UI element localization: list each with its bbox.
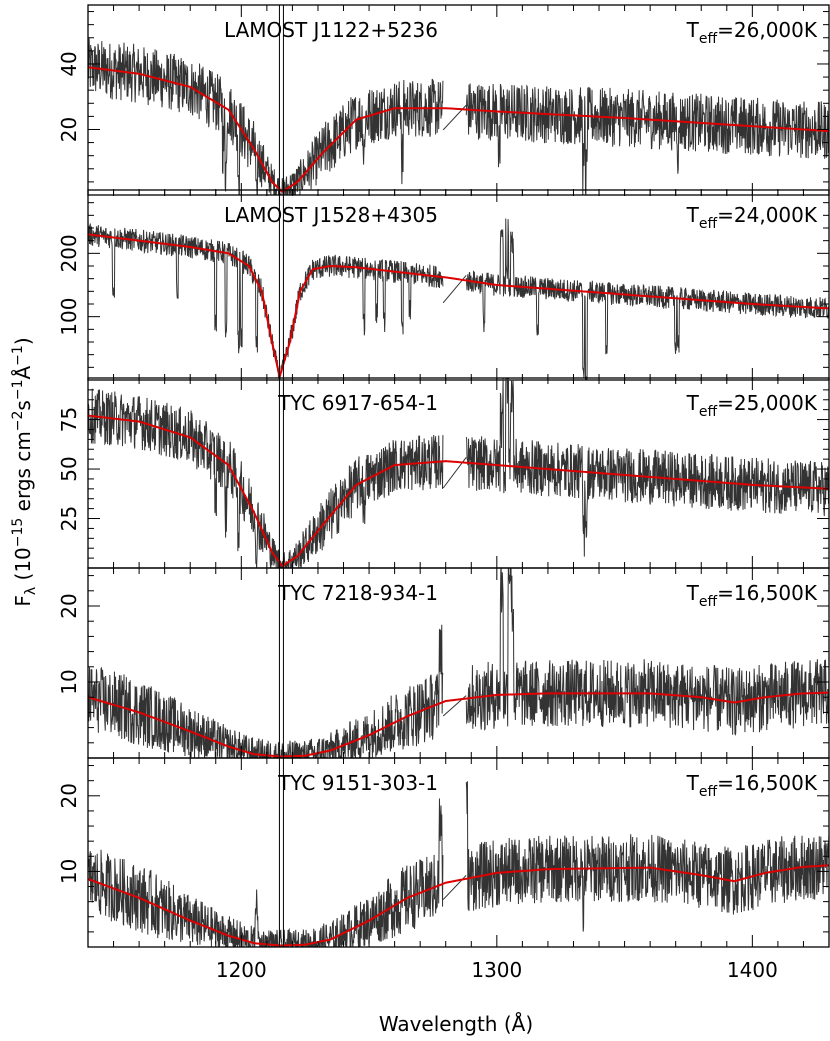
- teff-label: Teff=16,500K: [686, 581, 818, 610]
- y-tick-label: 10: [57, 859, 81, 884]
- observed-spectrum-left: [88, 624, 444, 758]
- panel-2-plot-area: [88, 218, 829, 380]
- observed-spectrum-right: [465, 568, 829, 736]
- y-tick-label: 20: [57, 783, 81, 808]
- y-tick-label: 100: [57, 298, 81, 336]
- y-tick-label: 10: [57, 669, 81, 694]
- x-tick-label: 1400: [727, 958, 778, 982]
- model-fit-line: [88, 233, 829, 378]
- panel-4: 10 20 TYC 7218-934-1 Teff=16,500K: [57, 567, 830, 759]
- model-fit-line: [88, 691, 829, 758]
- panel-frame: [87, 4, 830, 196]
- observed-spectrum-left: [88, 38, 444, 195]
- y-tick-label: 20: [57, 117, 81, 142]
- panel-3-plot-area: [88, 378, 829, 568]
- observed-spectrum-left: [88, 798, 444, 947]
- x-axis-title: Wavelength (Å): [379, 1012, 533, 1036]
- y-tick-label: 40: [57, 51, 81, 76]
- model-fit-line: [88, 66, 829, 193]
- observed-spectrum-left: [88, 388, 444, 568]
- teff-label: Teff=25,000K: [686, 391, 818, 420]
- teff-label: Teff=16,500K: [686, 771, 818, 800]
- x-tick-label: 1300: [471, 958, 522, 982]
- panel-4-plot-area: [88, 568, 829, 758]
- y-tick-label: 20: [57, 593, 81, 618]
- x-tick-label: 1200: [216, 958, 267, 982]
- y-axis-title: Fλ (10−15 ergs cm−2s−1Å−1): [10, 337, 39, 606]
- star-name-label: LAMOST J1528+4305: [224, 203, 438, 227]
- y-tick-label: 25: [57, 506, 81, 531]
- y-tick-label: 50: [57, 456, 81, 481]
- observed-spectrum-right: [465, 218, 829, 380]
- panels-group: 20 40 LAMOST J1122+5236 Teff=26,000K 100 200 L…: [57, 4, 830, 948]
- observed-spectrum-right: [465, 83, 829, 195]
- panel-frame: [87, 189, 830, 381]
- panel-3: 25 50 75 TYC 6917-654-1 Teff=25,000K: [57, 377, 830, 569]
- star-name-label: LAMOST J1122+5236: [224, 18, 438, 42]
- observed-spectrum-right: [465, 378, 829, 557]
- teff-label: Teff=26,000K: [686, 18, 818, 47]
- model-fit-line: [88, 414, 829, 568]
- star-name-label: TYC 7218-934-1: [277, 581, 438, 605]
- teff-label: Teff=24,000K: [686, 203, 818, 232]
- panel-frame: [87, 757, 830, 948]
- model-fit-line: [88, 864, 829, 947]
- x-tick-labels: 1200 1300 1400: [216, 958, 778, 982]
- panel-5: 10 20 TYC 9151-303-1 Teff=16,500K: [57, 757, 830, 948]
- star-name-label: TYC 9151-303-1: [277, 771, 438, 795]
- panel-2: 100 200 LAMOST J1528+4305 Teff=24,000K: [57, 189, 830, 381]
- star-name-label: TYC 6917-654-1: [277, 391, 438, 415]
- y-tick-label: 200: [57, 234, 81, 272]
- observed-spectrum-right: [465, 781, 829, 932]
- panel-5-plot-area: [88, 781, 829, 947]
- panel-1: 20 40 LAMOST J1122+5236 Teff=26,000K: [57, 4, 830, 196]
- observed-spectrum-left: [88, 223, 444, 380]
- y-tick-label: 75: [57, 407, 81, 432]
- panel-1-plot-area: [88, 38, 829, 195]
